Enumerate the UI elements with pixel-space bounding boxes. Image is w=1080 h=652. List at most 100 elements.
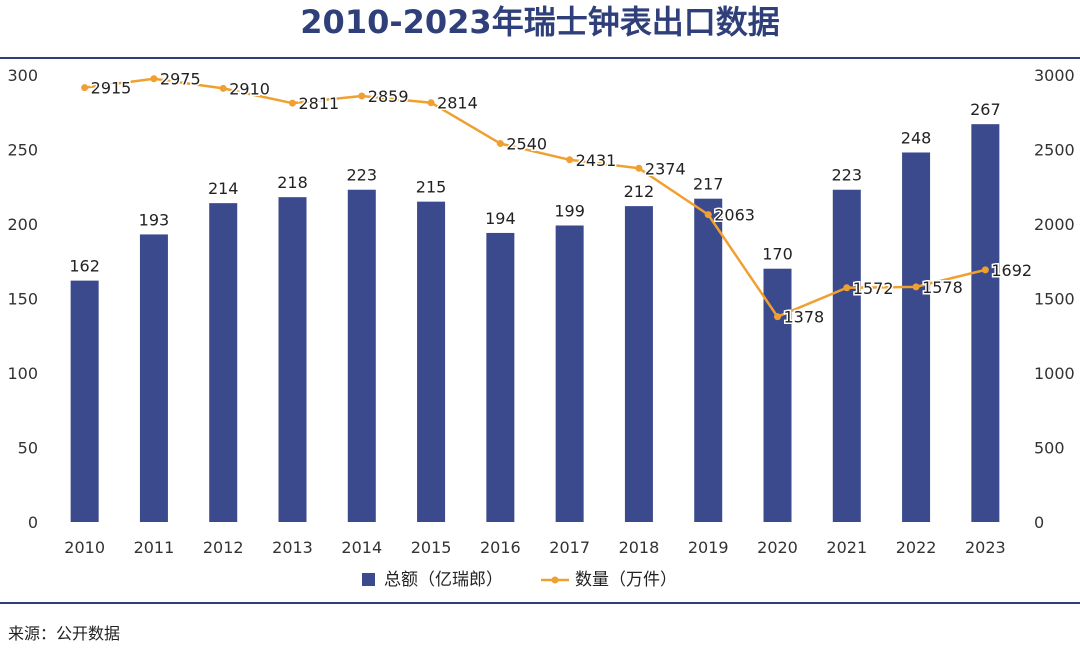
right-tick-label: 3000 xyxy=(1034,66,1075,85)
line-value-label: 1692 xyxy=(991,261,1032,280)
line-value-label: 2811 xyxy=(299,94,340,113)
line-value-label: 2915 xyxy=(91,79,132,98)
bar-data-labels: 162 193 214 218 223 215 194 199 212 217 170 223 248 2… xyxy=(69,100,1000,275)
source-note: 来源：公开数据 xyxy=(8,624,121,643)
line-value-label: 1578 xyxy=(922,278,963,297)
right-tick-label: 500 xyxy=(1034,439,1065,458)
line-value-label: 2063 xyxy=(714,206,755,225)
bar-value-label: 199 xyxy=(554,201,585,220)
line-point xyxy=(635,164,643,172)
right-tick-label: 2500 xyxy=(1034,141,1075,160)
bar-value-label: 193 xyxy=(139,210,170,229)
line-value-label: 2540 xyxy=(506,135,547,154)
x-tick-label: 2019 xyxy=(688,538,729,557)
line-point xyxy=(843,284,851,292)
bar xyxy=(902,152,931,523)
x-tick-label: 2018 xyxy=(619,538,660,557)
bar xyxy=(417,201,446,522)
right-axis-ticks: 0 500 1000 1500 2000 2500 3000 xyxy=(1034,66,1075,532)
line-point xyxy=(150,75,158,83)
chart-canvas: 0 50 100 150 200 250 300 0 500 1000 1500 2000 2500 3… xyxy=(7,66,1075,590)
line-value-label: 2374 xyxy=(645,159,686,178)
bar-value-label: 194 xyxy=(485,209,516,228)
x-tick-label: 2021 xyxy=(826,538,867,557)
line-value-label: 1572 xyxy=(853,279,894,298)
x-tick-label: 2015 xyxy=(411,538,452,557)
line-point xyxy=(358,92,366,100)
bar-value-label: 248 xyxy=(901,128,932,147)
bar-series xyxy=(70,124,1000,523)
x-tick-label: 2010 xyxy=(64,538,105,557)
line-point xyxy=(981,266,989,274)
left-tick-label: 200 xyxy=(7,215,38,234)
line-value-label: 2975 xyxy=(160,70,201,89)
bar-value-label: 267 xyxy=(970,100,1001,119)
line-point xyxy=(81,84,89,92)
line-point xyxy=(427,99,435,107)
bar xyxy=(278,197,307,522)
line-point xyxy=(219,84,227,92)
bar xyxy=(971,124,1000,523)
left-tick-label: 150 xyxy=(7,290,38,309)
x-tick-label: 2012 xyxy=(203,538,244,557)
right-tick-label: 2000 xyxy=(1034,215,1075,234)
bar xyxy=(763,268,792,522)
line-value-label: 2431 xyxy=(576,151,617,170)
line-point xyxy=(496,140,504,148)
x-tick-label: 2014 xyxy=(341,538,382,557)
left-tick-label: 100 xyxy=(7,364,38,383)
bar-value-label: 218 xyxy=(277,173,308,192)
x-tick-label: 2016 xyxy=(480,538,521,557)
x-tick-label: 2020 xyxy=(757,538,798,557)
x-tick-label: 2011 xyxy=(134,538,175,557)
line-path xyxy=(84,77,986,319)
left-tick-label: 250 xyxy=(7,141,38,160)
bar xyxy=(70,280,99,522)
bar xyxy=(555,225,584,523)
line-point xyxy=(704,211,712,219)
x-tick-label: 2013 xyxy=(272,538,313,557)
bar xyxy=(832,189,861,523)
top-divider xyxy=(0,57,1080,59)
line-value-label: 2859 xyxy=(368,87,409,106)
left-tick-label: 300 xyxy=(7,66,38,85)
bar-value-label: 214 xyxy=(208,179,239,198)
bar-value-label: 212 xyxy=(624,182,655,201)
bar-value-label: 217 xyxy=(693,175,724,194)
right-tick-label: 1000 xyxy=(1034,364,1075,383)
bar xyxy=(486,232,515,522)
left-axis-ticks: 0 50 100 150 200 250 300 xyxy=(7,66,38,532)
chart-title: 2010-2023年瑞士钟表出口数据 xyxy=(300,3,780,41)
line-point xyxy=(566,156,574,164)
legend-line-marker xyxy=(551,576,559,584)
bar xyxy=(624,206,653,522)
x-tick-label: 2022 xyxy=(896,538,937,557)
bar xyxy=(209,203,238,522)
right-tick-label: 0 xyxy=(1034,513,1044,532)
right-tick-label: 1500 xyxy=(1034,290,1075,309)
line-data-labels: 2915 2975 2910 2811 2859 2814 2540 2431 2374 2063… xyxy=(89,68,1033,328)
x-axis-ticks: 2010 2011 2012 2013 2014 2015 2016 2017 2018 2019… xyxy=(64,538,1005,557)
line-point xyxy=(774,313,781,321)
bar-value-label: 162 xyxy=(69,257,100,276)
line-value-label: 2910 xyxy=(229,79,270,98)
line-value-label: 1378 xyxy=(784,308,825,327)
x-tick-label: 2023 xyxy=(965,538,1006,557)
legend-bar-label: 总额（亿瑞郎） xyxy=(384,570,503,590)
legend-bar-swatch xyxy=(362,573,375,586)
line-series xyxy=(81,75,989,321)
bar-value-label: 215 xyxy=(416,178,447,197)
bar xyxy=(694,198,723,523)
x-tick-label: 2017 xyxy=(549,538,590,557)
left-tick-label: 50 xyxy=(18,439,38,458)
bar-value-label: 223 xyxy=(347,166,378,185)
line-point xyxy=(912,283,920,291)
bar xyxy=(139,234,168,522)
bottom-divider xyxy=(0,602,1080,604)
bar-value-label: 223 xyxy=(832,166,863,185)
left-tick-label: 0 xyxy=(28,513,38,532)
bar xyxy=(347,189,376,523)
bar-value-label: 170 xyxy=(762,245,793,264)
legend: 总额（亿瑞郎） 数量（万件） xyxy=(362,570,677,590)
line-value-label: 2814 xyxy=(437,94,478,113)
